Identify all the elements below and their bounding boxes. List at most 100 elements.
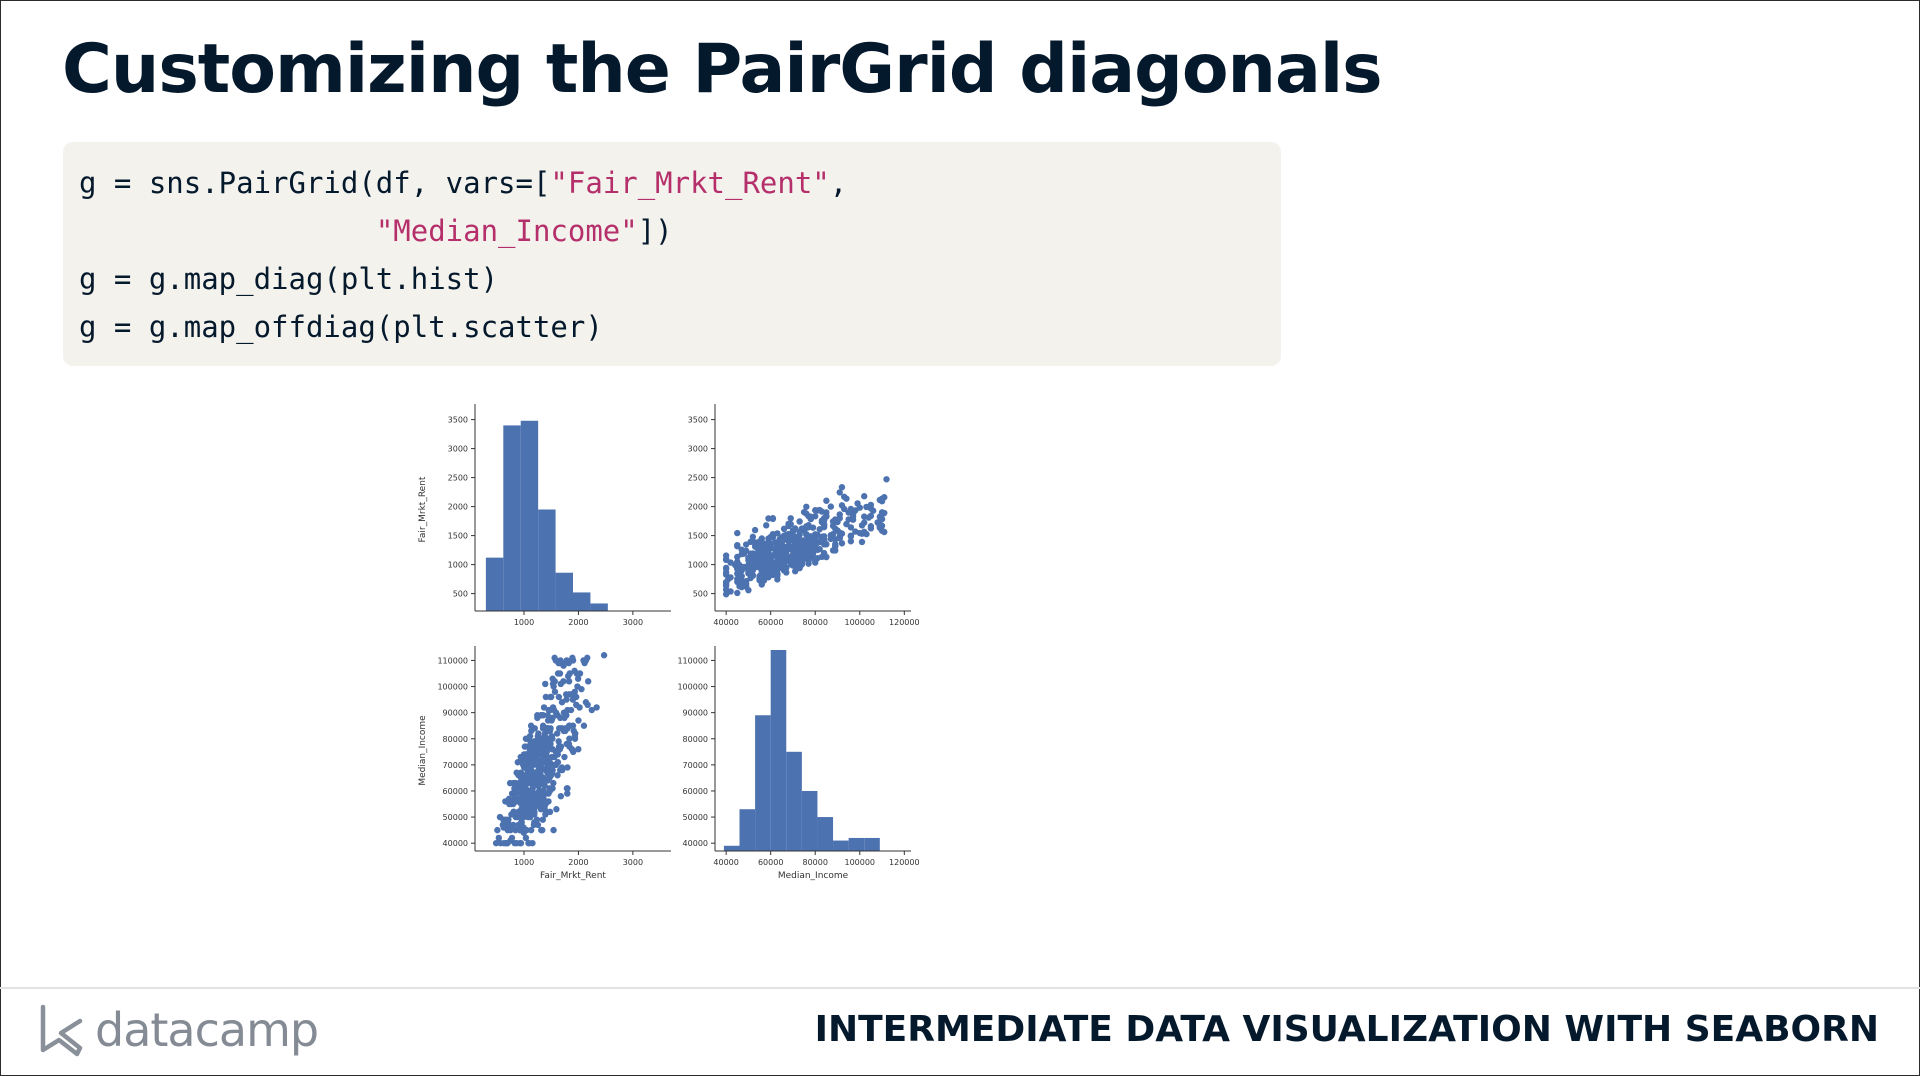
scatter-point — [535, 751, 543, 758]
scatter-point — [533, 738, 540, 745]
y-tick-label: 3000 — [448, 445, 468, 454]
scatter-point — [517, 782, 525, 789]
scatter-point — [531, 819, 538, 826]
scatter-point — [492, 839, 500, 847]
scatter-point — [827, 503, 835, 510]
code-text: ]) — [637, 214, 673, 248]
y-tick-label: 1000 — [688, 561, 708, 570]
scatter-point — [575, 745, 582, 753]
scatter-point — [514, 759, 521, 766]
scatter-point — [551, 654, 558, 662]
y-tick-label: 90000 — [683, 709, 708, 718]
scatter-point — [787, 515, 794, 522]
scatter-point — [571, 735, 579, 742]
x-tick-label: 80000 — [803, 858, 828, 867]
histogram-bar — [817, 817, 834, 851]
y-tick-label: 70000 — [683, 761, 708, 770]
scatter-point — [794, 541, 801, 548]
scatter-point — [740, 550, 748, 557]
scatter-point — [521, 806, 529, 813]
scatter-point — [554, 772, 561, 779]
x-tick-label: 100000 — [844, 858, 875, 867]
y-tick-label: 40000 — [683, 839, 708, 848]
y-tick-label: 2500 — [688, 474, 708, 483]
x-tick-label: 2000 — [568, 858, 588, 867]
scatter-point — [812, 531, 819, 538]
scatter-point — [557, 792, 565, 800]
scatter-point — [525, 839, 533, 847]
scatter-point — [838, 484, 846, 491]
code-line: g = sns.PairGrid(df, vars=["Fair_Mrkt_Re… — [79, 159, 1264, 207]
scatter-point — [538, 826, 545, 834]
panel-rent_vs_income: 1000 2000 3000 40000 50000 60000 70000 80000 900… — [418, 646, 671, 881]
scatter-point — [760, 545, 768, 553]
scatter-point — [528, 779, 535, 787]
scatter-point — [789, 527, 797, 534]
scatter-point — [548, 753, 556, 761]
scatter-point — [754, 544, 761, 552]
scatter-point — [867, 523, 875, 530]
scatter-point — [529, 806, 536, 813]
scatter-point — [767, 543, 774, 550]
scatter-point — [881, 509, 888, 517]
scatter-point — [771, 564, 779, 572]
histogram-bar — [555, 572, 573, 611]
scatter-point — [510, 808, 518, 816]
y-tick-label: 100000 — [437, 683, 468, 692]
scatter-point — [564, 764, 571, 771]
scatter-point — [544, 727, 552, 735]
scatter-point — [832, 536, 839, 543]
y-tick-label: 60000 — [683, 787, 708, 796]
scatter-point — [749, 572, 757, 579]
scatter-point — [539, 725, 547, 732]
scatter-point — [563, 785, 571, 792]
scatter-point — [727, 559, 734, 566]
scatter-point — [765, 571, 772, 578]
scatter-point — [540, 795, 547, 802]
scatter-point — [557, 714, 564, 722]
scatter-point — [774, 530, 781, 537]
scatter-point — [747, 538, 754, 546]
histogram-bar — [770, 650, 787, 851]
slide-title: Customizing the PairGrid diagonals — [62, 30, 1383, 109]
y-tick-label: 500 — [693, 590, 708, 599]
scatter-point — [511, 790, 518, 797]
histogram-bar — [590, 603, 608, 611]
scatter-point — [526, 732, 534, 740]
scatter-point — [502, 798, 509, 805]
scatter-point — [573, 693, 580, 701]
y-tick-label: 100000 — [677, 683, 708, 692]
histogram-bar — [833, 840, 849, 851]
scatter-point — [539, 756, 547, 763]
scatter-point — [763, 522, 770, 529]
x-axis-title: Median_Income — [778, 871, 849, 881]
scatter-point — [756, 552, 763, 559]
footer-divider — [0, 987, 1920, 989]
code-string: "Fair_Mrkt_Rent" — [550, 166, 830, 200]
scatter-point — [545, 798, 552, 805]
scatter-point — [576, 670, 584, 677]
scatter-point — [807, 514, 814, 521]
scatter-point — [849, 513, 857, 520]
scatter-point — [527, 826, 535, 834]
y-tick-label: 80000 — [443, 735, 468, 744]
scatter-point — [734, 565, 741, 573]
scatter-point — [569, 654, 576, 662]
scatter-point — [546, 785, 553, 792]
scatter-point — [580, 657, 587, 664]
scatter-point — [494, 826, 501, 834]
scatter-point — [727, 574, 734, 581]
scatter-point — [527, 764, 534, 771]
scatter-point — [812, 535, 819, 542]
scatter-point — [565, 659, 573, 667]
scatter-point — [516, 826, 524, 834]
histogram-bar — [520, 420, 539, 611]
panel-income_hist: 40000 60000 80000 100000 120000 40000 50000 600… — [677, 646, 920, 881]
scatter-point — [530, 751, 538, 758]
scatter-point — [561, 753, 568, 761]
scatter-point — [566, 691, 573, 698]
scatter-point — [836, 529, 843, 536]
scatter-point — [829, 522, 837, 530]
scatter-point — [749, 533, 757, 541]
code-text — [79, 214, 376, 248]
